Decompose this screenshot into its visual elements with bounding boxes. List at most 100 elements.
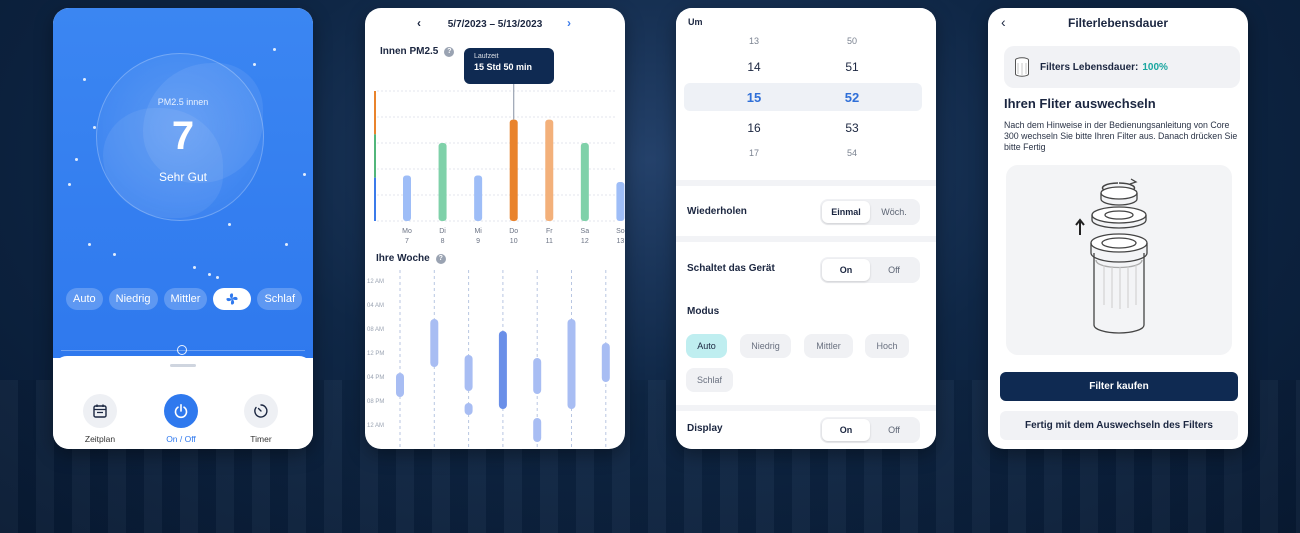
repeat-weekly-option[interactable]: Wöch. (881, 207, 907, 217)
x-tick-date: 10 (510, 238, 518, 245)
schedule-label: Zeitplan (84, 434, 116, 444)
replace-heading: Ihren Fliter auswechseln (1004, 96, 1156, 111)
timer-control[interactable]: Timer (226, 394, 296, 444)
power-icon (174, 403, 188, 419)
minute-option[interactable]: 50 (846, 36, 857, 46)
timer-icon (254, 404, 268, 418)
done-replacing-button[interactable]: Fertig mit dem Auswechseln des Filters (1000, 411, 1238, 440)
schedule-control[interactable]: Zeitplan (65, 394, 135, 444)
fan-icon (226, 293, 239, 305)
usage-segment (430, 319, 439, 367)
hour-option[interactable]: 16 (747, 121, 761, 135)
tooltip-value: 15 Std 50 min (474, 62, 533, 72)
usage-segment (464, 355, 473, 391)
mode-mittler-button[interactable]: Mittler (163, 288, 208, 310)
mode-mittler-chip[interactable]: Mittler (804, 334, 853, 358)
bar-mo (403, 175, 411, 221)
next-week-icon[interactable]: › (567, 16, 571, 30)
bar-sa (580, 143, 589, 221)
device-switch-label: Schaltet das Gerät (687, 263, 775, 274)
calendar-icon (93, 404, 107, 418)
x-tick-day: Mi (474, 228, 482, 235)
display-row: Display On Off (676, 411, 936, 449)
sheet-handle[interactable] (170, 364, 196, 367)
repeat-row: Wiederholen Einmal Wöch. (676, 186, 936, 236)
minute-option[interactable]: 51 (845, 60, 859, 74)
back-icon[interactable]: ‹ (1001, 14, 1006, 30)
filter-life-screen: ‹ Filterlebensdauer Filters Lebensdauer:… (988, 8, 1248, 449)
minute-option[interactable]: 54 (846, 148, 857, 158)
x-tick-date: 9 (476, 238, 480, 245)
hour-selected[interactable]: 15 (746, 90, 762, 105)
usage-segment (498, 331, 507, 409)
statistics-screen: ‹ 5/7/2023 – 5/13/2023 › Innen PM2.5? Mo… (365, 8, 625, 449)
display-off-option[interactable]: Off (888, 425, 900, 435)
panel-slider-handle[interactable] (177, 345, 187, 355)
filter-icon (1015, 57, 1029, 77)
filter-life-label: Filters Lebensdauer: (1040, 61, 1139, 73)
y-tick: 08 PM (367, 399, 384, 405)
air-quality-panel: PM2.5 innen 7 Sehr Gut Auto Niedrig Mitt… (53, 8, 313, 358)
help-icon[interactable]: ? (444, 47, 455, 57)
mode-label: Modus (687, 306, 720, 317)
y-tick: 04 AM (367, 303, 384, 309)
air-quality-ring (96, 53, 264, 221)
replace-description: Nach dem Hinweise in der Bedienungsanlei… (1004, 120, 1238, 152)
device-off-option[interactable]: Off (888, 265, 900, 275)
repeat-toggle: Einmal Wöch. (820, 199, 920, 225)
display-on-option[interactable]: On (822, 419, 870, 441)
repeat-once-option[interactable]: Einmal (822, 201, 870, 223)
home-screen: PM2.5 innen 7 Sehr Gut Auto Niedrig Mitt… (53, 8, 313, 449)
filter-replacement-illustration (1006, 165, 1232, 355)
picker-selection-band (684, 83, 922, 111)
help-icon[interactable]: ? (435, 254, 446, 264)
x-tick-date: 13 (617, 238, 625, 245)
power-control[interactable]: On / Off (146, 394, 216, 444)
usage-segment (601, 343, 610, 382)
pm25-bar-chart: Mo 7 Di 8 Mi 9 Do 10 Fr 11 Sa 12 So 13 (374, 83, 625, 245)
mode-niedrig-button[interactable]: Niedrig (108, 288, 158, 310)
bar-di (438, 143, 447, 221)
y-tick: 08 AM (367, 327, 384, 333)
time-picker-card: Um 13 14 15 16 17 50 51 52 53 54 (676, 8, 936, 180)
pm25-label: PM2.5 innen (157, 97, 209, 107)
device-power-toggle: On Off (820, 257, 920, 283)
filter-life-value: 100% (1142, 61, 1168, 73)
device-on-option[interactable]: On (822, 259, 870, 281)
time-label: Um (688, 17, 703, 27)
mode-auto-chip[interactable]: Auto (686, 334, 727, 358)
display-label: Display (687, 423, 723, 434)
pm25-value: 7 (171, 114, 195, 158)
x-tick-day: So (616, 228, 625, 235)
bar-mi (474, 175, 483, 221)
x-tick-date: 12 (581, 238, 589, 245)
y-tick: 12 AM (367, 423, 384, 429)
x-tick-date: 7 (405, 238, 409, 245)
y-tick: 04 PM (367, 375, 384, 381)
mode-niedrig-chip[interactable]: Niedrig (740, 334, 791, 358)
week-chart-title: Ihre Woche? (376, 253, 446, 264)
mode-schlaf-button[interactable]: Schlaf (257, 288, 303, 310)
runtime-tooltip: Laufzeit 15 Std 50 min (464, 48, 554, 84)
prev-week-icon[interactable]: ‹ (417, 16, 421, 30)
timer-label: Timer (250, 434, 272, 444)
pm25-chart-title: Innen PM2.5? (380, 46, 455, 57)
bar-fr (545, 119, 554, 221)
buy-filter-button[interactable]: Filter kaufen (1000, 372, 1238, 401)
mode-hoch-chip[interactable]: Hoch (865, 334, 909, 358)
date-range: 5/7/2023 – 5/13/2023 (447, 18, 543, 30)
air-quality-status: Sehr Gut (158, 170, 208, 184)
hour-option[interactable]: 17 (748, 148, 759, 158)
week-usage-chart: 12 AM 04 AM 08 AM 12 PM 04 PM 08 PM 12 AM (367, 270, 610, 449)
minute-option[interactable]: 53 (845, 121, 859, 135)
hour-option[interactable]: 14 (747, 60, 761, 74)
mode-auto-button[interactable]: Auto (66, 288, 103, 310)
x-tick-day: Sa (581, 228, 590, 235)
mode-schlaf-chip[interactable]: Schlaf (686, 368, 733, 392)
action-card: Schaltet das Gerät On Off Modus Auto Nie… (676, 242, 936, 405)
mode-fan-button[interactable] (213, 288, 252, 310)
hour-option[interactable]: 13 (748, 36, 759, 46)
bar-so (616, 182, 625, 221)
minute-selected[interactable]: 52 (844, 90, 860, 105)
usage-segment (396, 373, 404, 397)
